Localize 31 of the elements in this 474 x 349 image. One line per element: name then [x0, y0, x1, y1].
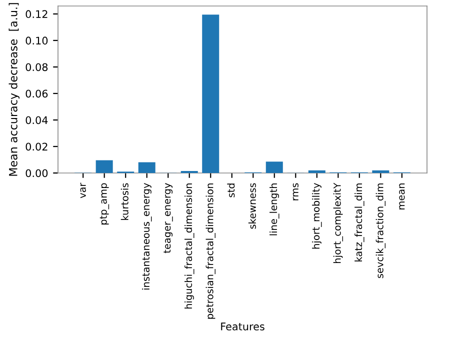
bar [138, 162, 156, 173]
bar [308, 170, 326, 173]
x-tick-label: skewness [248, 183, 256, 229]
y-tick-label: 0.00 [26, 169, 48, 178]
x-tick-label: var [80, 182, 86, 198]
x-tick-label: rms [292, 183, 298, 200]
y-tick-label: 0.06 [26, 90, 48, 98]
x-tick-label: line_length [270, 184, 280, 236]
x-tick-label: kurtosis [120, 183, 128, 220]
x-tick-label: petrosian_fractal_dimension [206, 184, 216, 319]
y-tick-label: 0.10 [26, 36, 48, 45]
bar [372, 170, 390, 173]
x-tick-label: ptp_amp [100, 183, 110, 224]
x-tick-label: mean [399, 184, 405, 210]
y-axis-title: Mean accuracy decrease [a.u.] [8, 3, 20, 176]
bar [202, 14, 220, 173]
x-tick-label: hjort_mobility [312, 183, 322, 249]
y-tick-label: 0.02 [26, 142, 48, 151]
y-tick-label: 0.04 [26, 116, 48, 124]
y-tick-label: 0.12 [26, 10, 48, 18]
x-tick-label: instantaneous_energy [142, 183, 152, 290]
x-tick-label: hjort_complexitY [333, 182, 343, 263]
y-tick-label: 0.08 [26, 63, 48, 72]
x-axis-title: Features [221, 322, 264, 330]
bar [96, 160, 113, 173]
x-tick-label: sevcik_fraction_dim [376, 184, 386, 278]
bar [266, 162, 283, 173]
x-tick-label: higuchi_fractal_dimension [184, 184, 194, 309]
x-tick-label: teager_energy [164, 183, 173, 254]
x-tick-label: std [227, 184, 235, 198]
x-tick-label: katz_fractal_dim [354, 184, 364, 262]
